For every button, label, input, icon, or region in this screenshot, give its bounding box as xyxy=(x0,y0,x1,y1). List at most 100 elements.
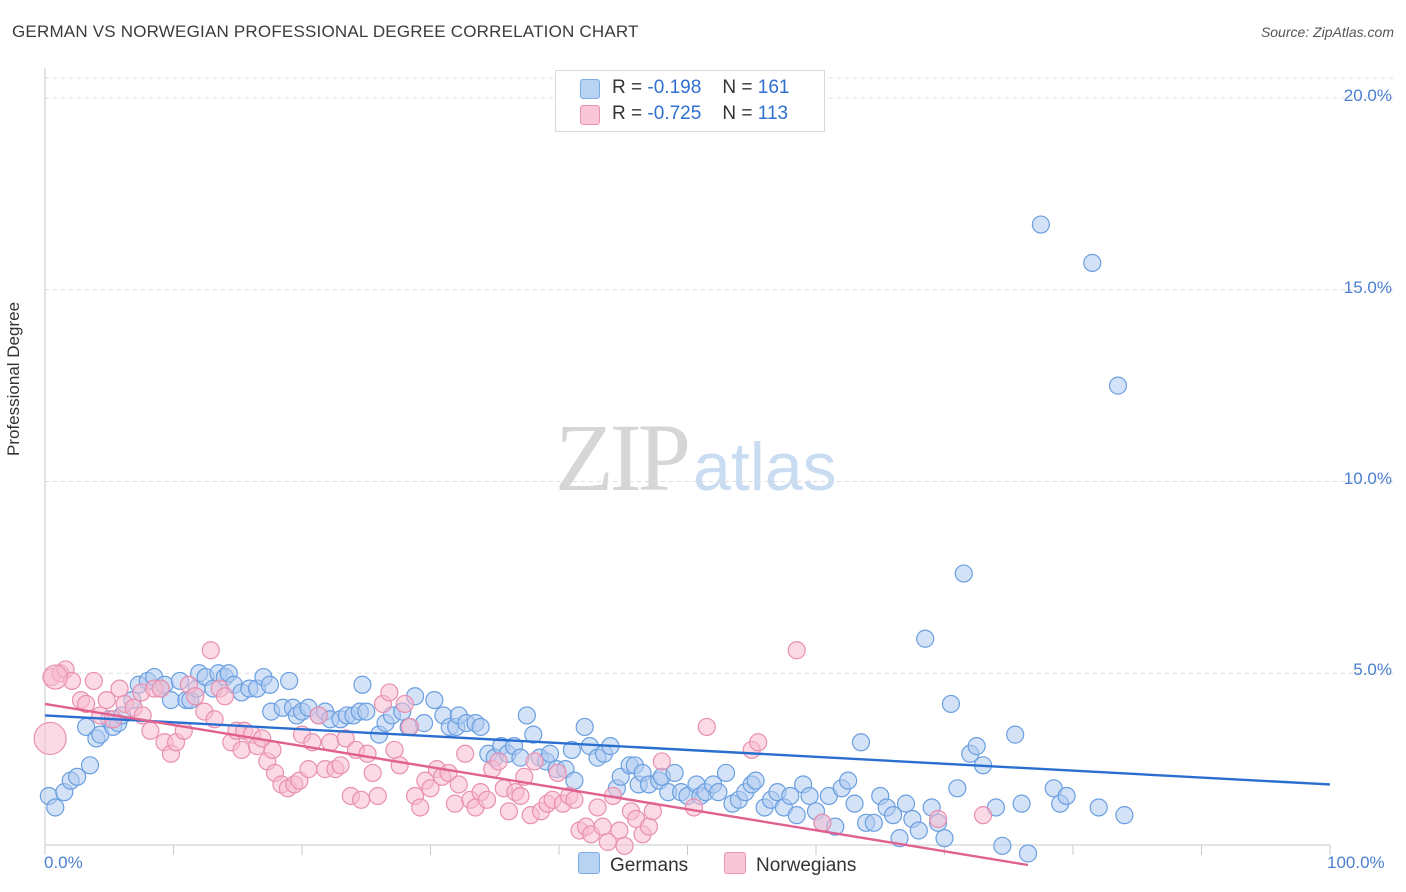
point-germans xyxy=(80,756,100,775)
watermark-zip: ZIP xyxy=(555,404,691,511)
point-norwegians xyxy=(652,752,671,771)
point-norwegians xyxy=(489,752,508,771)
y-axis-label: Professional Degree xyxy=(4,301,23,456)
y-tick-5: 5.0% xyxy=(1353,660,1392,679)
point-germans xyxy=(575,717,594,737)
point-germans xyxy=(1089,798,1108,817)
point-germans xyxy=(260,675,279,694)
legend-text-germans: R = -0.198 N = 161 xyxy=(612,77,789,99)
point-norwegians xyxy=(749,733,768,752)
y-tick-20: 20.0% xyxy=(1343,86,1392,105)
bottom-legend-swatch-germans xyxy=(578,852,600,874)
legend-n-label: N = xyxy=(722,103,753,124)
y-tick-15: 15.0% xyxy=(1343,278,1392,297)
point-norwegians xyxy=(697,717,716,737)
point-germans xyxy=(471,717,490,737)
trend-lines xyxy=(44,702,1331,867)
point-germans xyxy=(787,806,806,825)
point-germans xyxy=(845,794,864,813)
point-germans xyxy=(909,821,928,840)
point-germans xyxy=(1018,844,1038,863)
point-norwegians xyxy=(390,756,409,775)
legend-text-norwegians: R = -0.725 N = 113 xyxy=(612,103,788,125)
point-norwegians xyxy=(84,671,103,691)
legend-n-value-germans: 161 xyxy=(757,77,790,98)
legend-r-label: R = xyxy=(612,77,643,98)
point-norwegians xyxy=(449,775,468,794)
point-germans xyxy=(1031,215,1050,234)
x-tick-min: 0.0% xyxy=(44,853,83,872)
point-norwegians xyxy=(97,690,116,710)
point-norwegians xyxy=(352,790,371,809)
point-norwegians xyxy=(358,744,377,763)
legend-swatch-germans xyxy=(580,79,600,99)
point-norwegians xyxy=(385,740,404,760)
legend-r-value-norwegians: -0.725 xyxy=(647,103,702,124)
point-norwegians xyxy=(395,694,414,714)
point-norwegians xyxy=(141,721,160,740)
point-germans xyxy=(800,786,819,806)
point-norwegians xyxy=(380,683,399,702)
point-norwegians xyxy=(477,790,497,809)
point-norwegians xyxy=(331,756,350,775)
point-germans xyxy=(425,690,444,710)
point-germans xyxy=(524,725,543,744)
point-germans xyxy=(1115,806,1134,825)
point-norwegians xyxy=(110,679,129,698)
point-norwegians xyxy=(593,817,612,836)
point-norwegians xyxy=(201,641,220,660)
bottom-legend-norwegians: Norwegians xyxy=(724,852,856,877)
point-norwegians xyxy=(610,821,629,840)
point-norwegians xyxy=(684,798,704,817)
point-germans xyxy=(280,671,299,691)
point-norwegians xyxy=(548,763,567,783)
point-norwegians xyxy=(368,786,387,806)
point-germans xyxy=(1083,253,1102,273)
point-norwegians xyxy=(151,679,170,698)
point-germans xyxy=(46,798,65,817)
point-norwegians xyxy=(525,752,544,771)
point-norwegians xyxy=(232,740,251,760)
point-norwegians xyxy=(456,744,475,763)
point-germans xyxy=(540,744,560,763)
point-norwegians xyxy=(215,687,234,706)
point-germans xyxy=(517,706,536,725)
trend-line-germans xyxy=(44,714,1331,786)
point-norwegians xyxy=(565,790,584,809)
point-norwegians xyxy=(588,798,607,817)
point-norwegians xyxy=(615,836,634,855)
bottom-legend-label-germans: Germans xyxy=(610,855,689,876)
bottom-legend-germans: Germans xyxy=(578,852,688,877)
chart-title: GERMAN VS NORWEGIAN PROFESSIONAL DEGREE … xyxy=(12,22,639,41)
point-norwegians xyxy=(299,760,318,779)
point-germans xyxy=(948,779,967,798)
point-germans xyxy=(665,763,684,783)
x-tick-max: 100.0% xyxy=(1327,853,1385,872)
point-germans xyxy=(1057,786,1076,806)
point-norwegians xyxy=(263,740,282,760)
point-germans xyxy=(562,740,581,760)
point-germans xyxy=(993,836,1012,855)
point-norwegians xyxy=(411,798,430,817)
trend-line-norwegians xyxy=(44,702,1029,867)
point-germans xyxy=(883,806,903,825)
point-norwegians xyxy=(511,786,530,806)
point-germans xyxy=(967,737,986,756)
point-germans xyxy=(851,733,871,752)
point-norwegians xyxy=(77,694,96,714)
point-germans xyxy=(896,794,916,813)
legend-n-value-norwegians: 113 xyxy=(757,103,789,124)
point-norwegians xyxy=(499,802,518,821)
point-germans xyxy=(1006,725,1025,744)
data-points xyxy=(33,215,1134,863)
point-germans xyxy=(1108,376,1128,395)
point-germans xyxy=(68,767,87,786)
point-norwegians xyxy=(309,706,328,725)
point-norwegians xyxy=(363,763,382,783)
point-norwegians xyxy=(42,664,68,690)
correlation-legend: R = -0.198 N = 161 R = -0.725 N = 113 xyxy=(555,70,825,132)
point-norwegians xyxy=(186,687,205,706)
point-norwegians xyxy=(336,729,355,748)
point-germans xyxy=(781,786,800,806)
